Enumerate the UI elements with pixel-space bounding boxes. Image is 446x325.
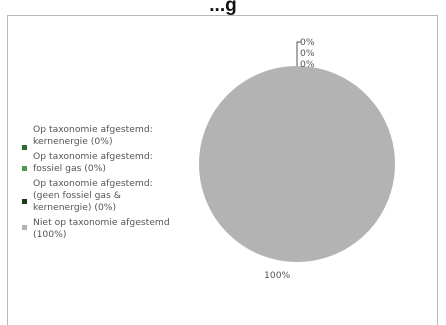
legend-swatch [22, 145, 27, 150]
label-leader-line [296, 41, 301, 66]
chart-title-fragment: ...g [209, 0, 237, 16]
data-label: 0% [300, 59, 315, 70]
legend-item: Niet op taxonomie afgestemd (100%) [22, 217, 172, 242]
pie-slice [199, 66, 395, 262]
data-label: 0% [300, 37, 315, 48]
data-label: 0% [300, 48, 315, 59]
legend-item: Op taxonomie afgestemd: fossiel gas (0%) [22, 151, 172, 176]
legend-label: Op taxonomie afgestemd: fossiel gas (0%) [33, 150, 153, 175]
data-label: 100% [264, 270, 291, 281]
legend-item: Op taxonomie afgestemd: (geen fossiel ga… [22, 178, 172, 215]
legend-swatch [22, 165, 27, 171]
legend-label: Op taxonomie afgestemd: (geen fossiel ga… [33, 177, 153, 214]
legend-label: Niet op taxonomie afgestemd (100%) [33, 216, 170, 241]
legend-item: Op taxonomie afgestemd: kernenergie (0%) [22, 124, 172, 150]
legend-label: Op taxonomie afgestemd: kernenergie (0%) [33, 124, 153, 148]
legend-swatch [22, 198, 27, 204]
chart-legend: Op taxonomie afgestemd: kernenergie (0%)… [22, 124, 172, 244]
legend-swatch [22, 224, 27, 230]
